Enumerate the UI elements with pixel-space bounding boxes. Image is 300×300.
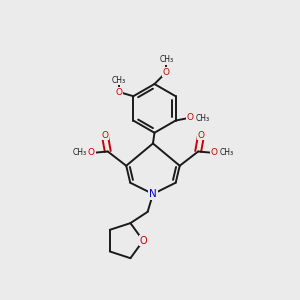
Text: CH₃: CH₃ [159,55,173,64]
Text: O: O [116,88,123,97]
Text: N: N [149,189,157,199]
Text: O: O [140,236,147,246]
Text: O: O [88,148,95,158]
Text: O: O [198,130,205,140]
Text: O: O [101,130,108,140]
Text: CH₃: CH₃ [112,76,126,85]
Text: CH₃: CH₃ [195,114,209,123]
Text: CH₃: CH₃ [73,148,87,158]
Text: O: O [163,68,170,76]
Text: CH₃: CH₃ [219,148,233,158]
Text: O: O [211,148,218,158]
Text: O: O [187,113,194,122]
